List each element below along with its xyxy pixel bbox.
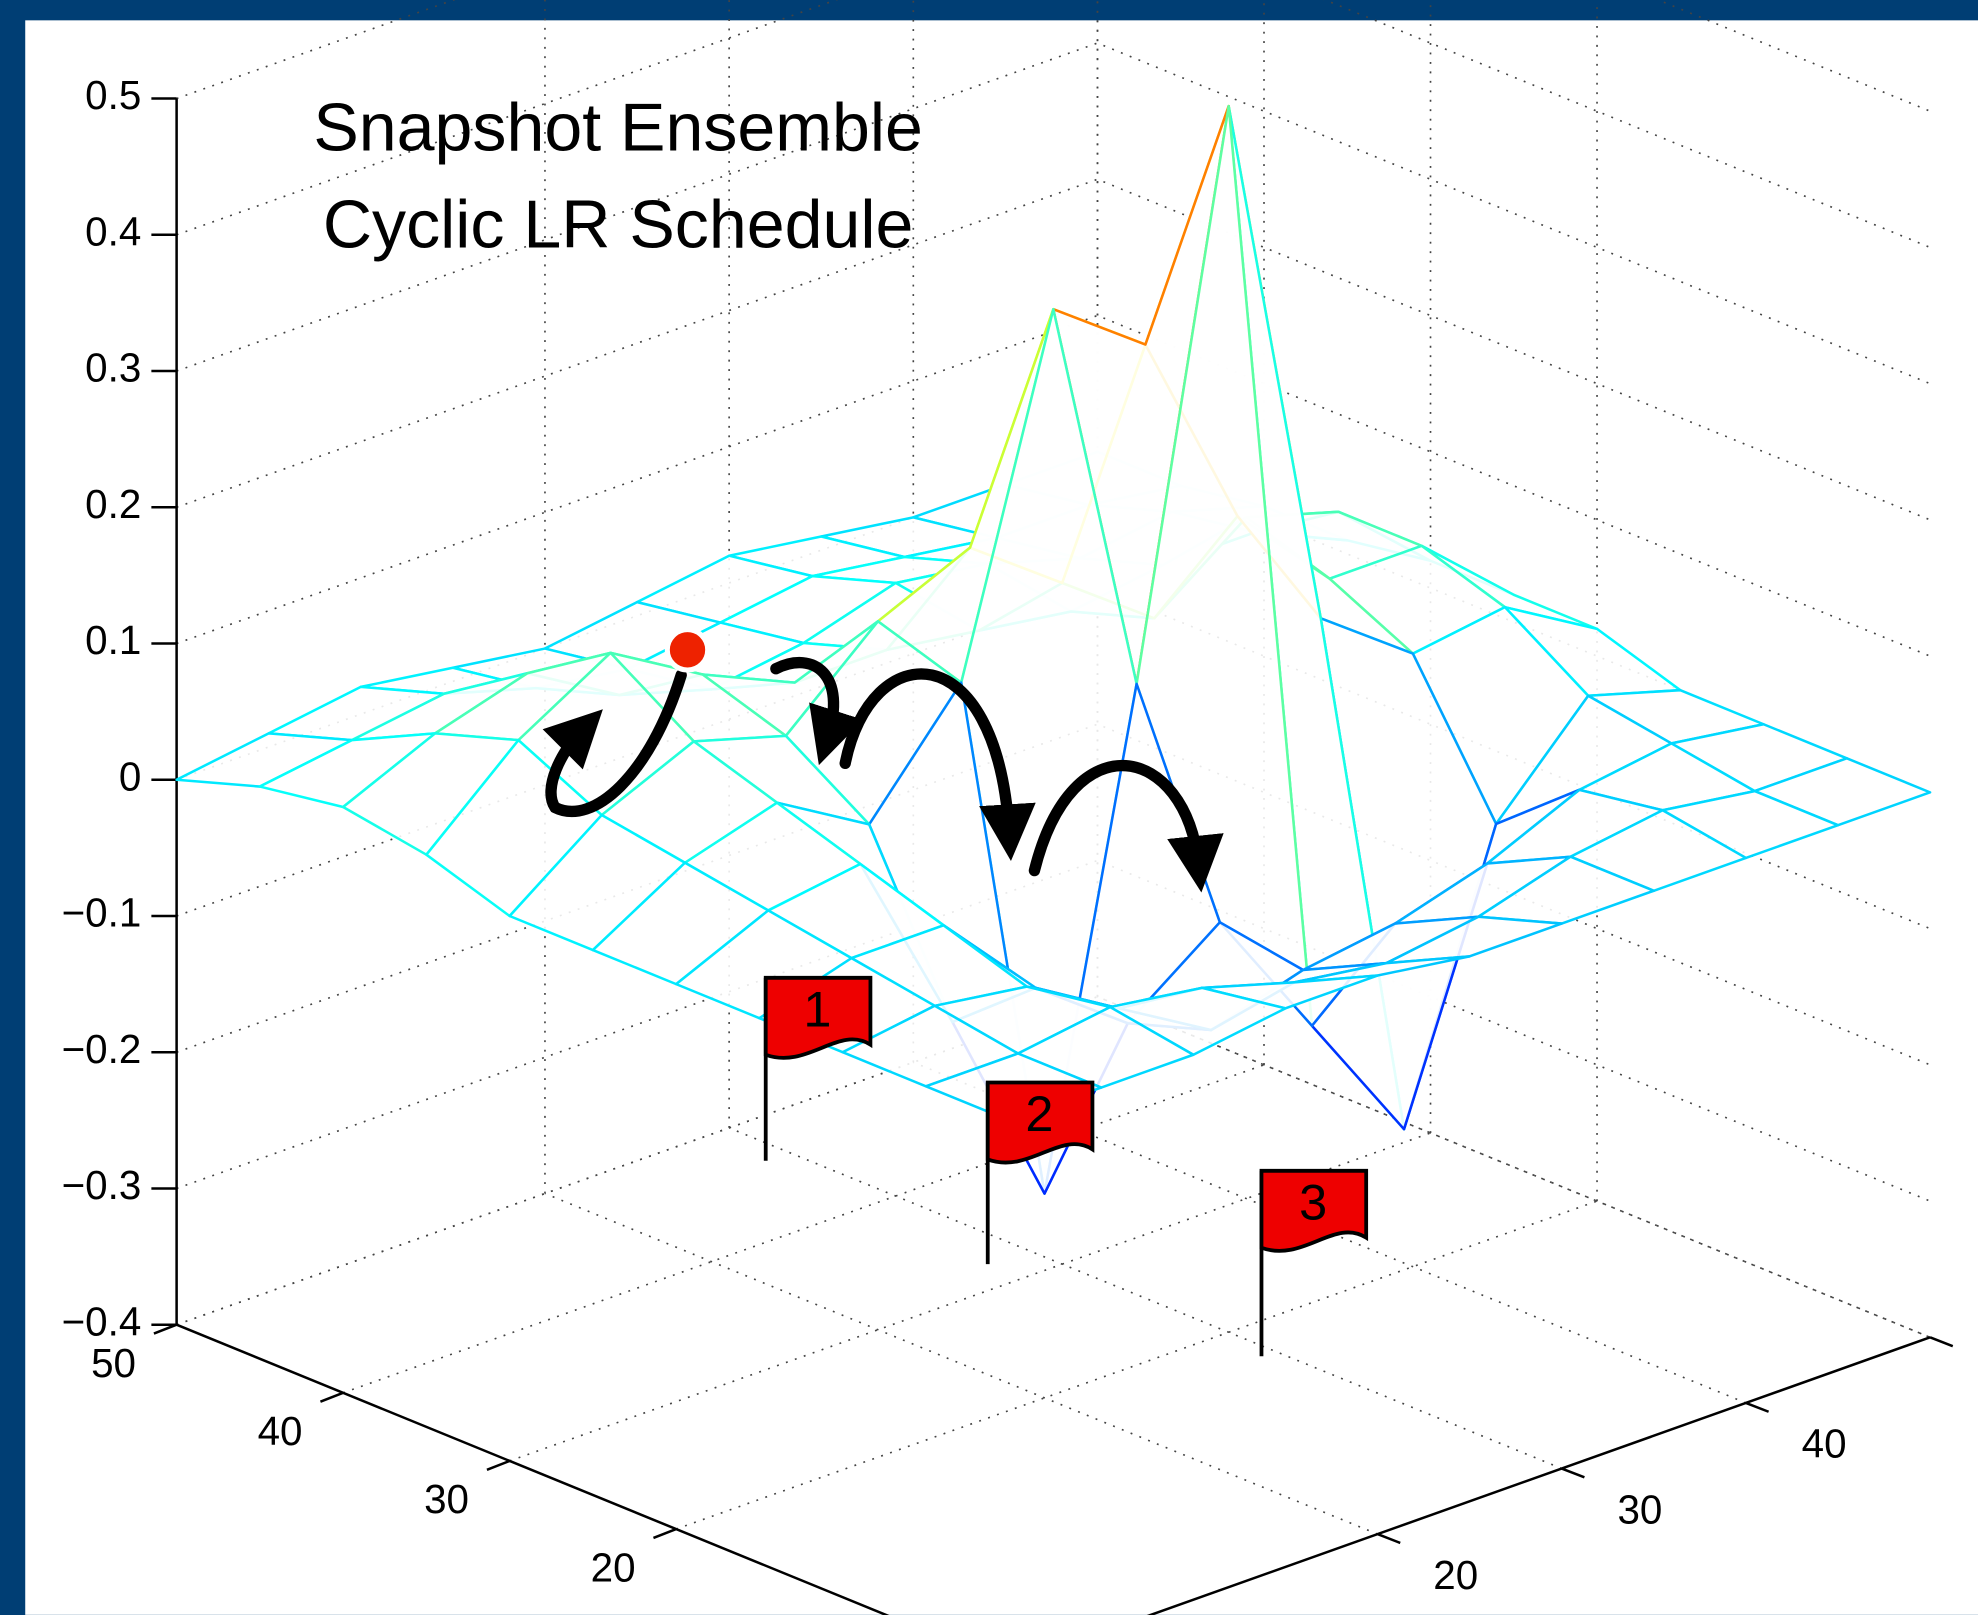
flag: 2 [985, 1080, 1095, 1265]
flag-cloth [763, 975, 873, 1060]
tick-mark [1745, 1401, 1770, 1413]
arrow [839, 668, 1036, 862]
z-tick-label: 0.2 [85, 481, 141, 527]
tick-mark [1377, 1532, 1401, 1545]
flag-label: 1 [803, 980, 831, 1037]
y-tick-label: 20 [1433, 1552, 1478, 1598]
y-tick-label: 40 [1802, 1421, 1847, 1467]
z-tick-label: 0 [119, 753, 141, 799]
x-tick-label: 40 [258, 1408, 303, 1454]
z-tick-label: 0.1 [85, 617, 141, 663]
chart-title: Snapshot Ensemble [313, 90, 923, 166]
x-tick-label: 20 [591, 1544, 636, 1590]
x-tick-label: 50 [91, 1340, 136, 1386]
x-tick-label: 30 [424, 1476, 469, 1522]
grid-line [675, 1200, 1598, 1530]
flag: 1 [763, 975, 873, 1161]
z-tick-label: −0.4 [62, 1298, 142, 1344]
sgd-trajectory [542, 656, 1224, 893]
flag-label: 3 [1299, 1173, 1327, 1230]
chart-subtitle: Cyclic LR Schedule [323, 187, 914, 263]
flag-cloth [1259, 1168, 1369, 1253]
flag: 3 [1259, 1168, 1369, 1357]
tick-mark [486, 1459, 511, 1471]
annotation-layer: Snapshot Ensemble Cyclic LR Schedule 1 2… [313, 90, 1369, 1357]
z-tick-label: 0.5 [85, 72, 141, 118]
tick-mark [153, 1323, 178, 1335]
z-tick-label: 0.4 [85, 208, 141, 254]
z-tick-label: 0.3 [85, 345, 141, 391]
arrow [770, 656, 864, 766]
surface-layer [175, 104, 1932, 1195]
arrow [542, 669, 687, 818]
arrow [1028, 760, 1224, 893]
start-point [664, 627, 711, 673]
tick-mark [1929, 1336, 1954, 1348]
grid-line [342, 1064, 1265, 1394]
flag-label: 2 [1025, 1085, 1053, 1142]
z-tick-label: −0.3 [62, 1162, 142, 1208]
tick-mark [652, 1527, 677, 1540]
z-tick-label: −0.2 [62, 1026, 142, 1072]
axes-layer: −0.4 −0.3 −0.2 −0.1 0 0.1 0.2 0.3 0.4 0.5 20 30 40 50… [62, 0, 1954, 1615]
tick-mark [319, 1391, 344, 1403]
tick-mark [1561, 1467, 1585, 1479]
flag-cloth [985, 1080, 1095, 1165]
y-tick-label: 30 [1617, 1486, 1662, 1532]
y-axis [1146, 1336, 1931, 1615]
z-tick-label: −0.1 [62, 890, 142, 936]
x-axis [176, 1323, 890, 1615]
